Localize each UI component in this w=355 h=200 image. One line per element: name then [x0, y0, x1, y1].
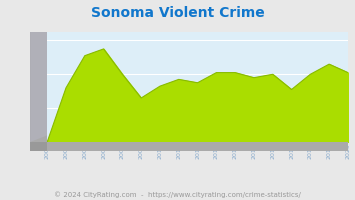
- Text: Sonoma Violent Crime: Sonoma Violent Crime: [91, 6, 264, 20]
- Text: © 2024 CityRating.com  -  https://www.cityrating.com/crime-statistics/: © 2024 CityRating.com - https://www.city…: [54, 191, 301, 198]
- Polygon shape: [30, 32, 47, 142]
